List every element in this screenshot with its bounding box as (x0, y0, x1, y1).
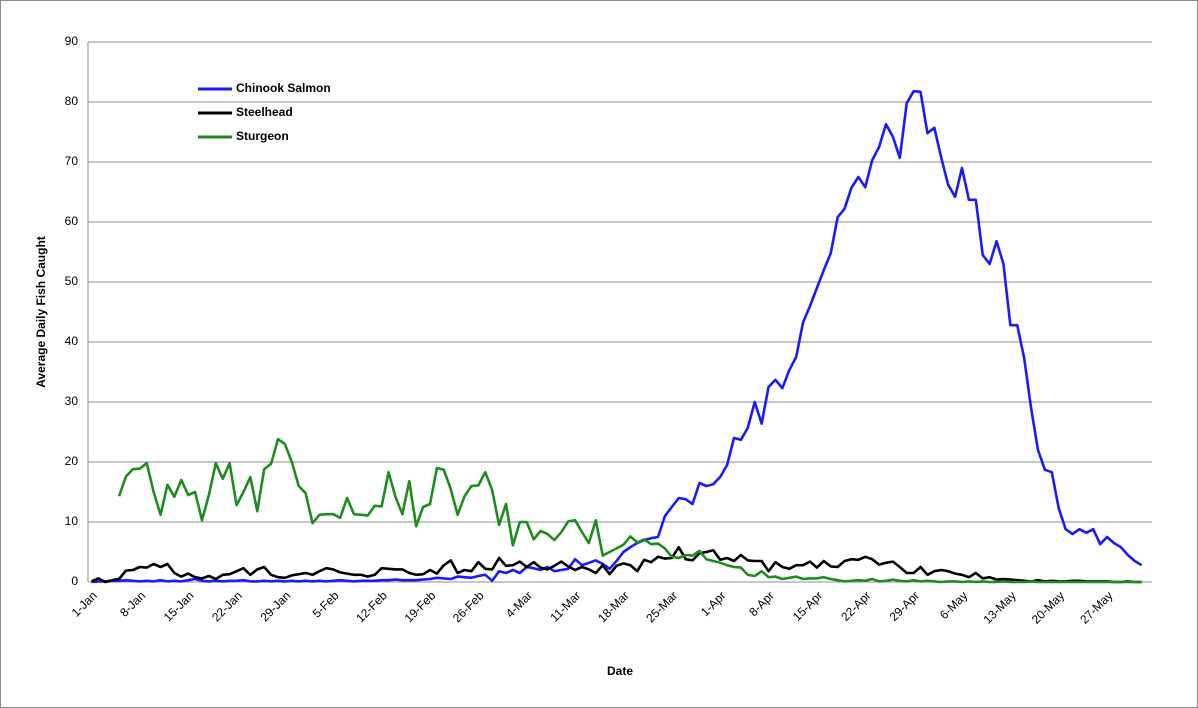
y-tick-label: 0 (71, 574, 78, 588)
y-tick-label: 60 (65, 214, 79, 228)
y-tick-label: 80 (65, 94, 79, 108)
y-tick-label: 40 (65, 334, 79, 348)
y-tick-label: 30 (65, 394, 79, 408)
y-tick-label: 90 (65, 34, 79, 48)
y-tick-label: 50 (65, 274, 79, 288)
legend-label: Steelhead (236, 105, 293, 119)
series-line (117, 437, 1142, 584)
y-tick-label: 70 (65, 154, 79, 168)
y-tick-label: 10 (65, 514, 79, 528)
y-tick-label: 20 (65, 454, 79, 468)
y-axis-title: Average Daily Fish Caught (34, 236, 48, 388)
legend-label: Chinook Salmon (236, 81, 331, 95)
series-line (91, 89, 1143, 584)
legend-label: Sturgeon (236, 129, 289, 143)
x-axis-title: Date (607, 664, 633, 678)
series-line (90, 545, 1142, 584)
